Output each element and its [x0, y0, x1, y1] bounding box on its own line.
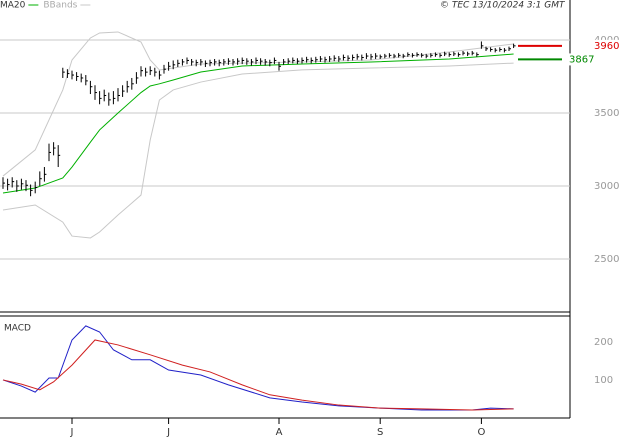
y-tick-label: 3500	[594, 108, 619, 119]
y-tick-label: 2500	[594, 254, 619, 265]
last-label: 3867	[569, 54, 594, 65]
series-line	[2, 53, 514, 194]
series-line	[2, 325, 514, 411]
series-line	[2, 339, 514, 411]
annotation: © TEC 13/10/2024 3:1 GMT	[440, 1, 566, 11]
x-tick-label: O	[477, 427, 485, 438]
series-line	[2, 62, 514, 239]
panel-title: MACD	[4, 324, 31, 334]
last-label-bg	[592, 39, 620, 52]
y-tick-label: 100	[594, 375, 613, 386]
x-tick-label: S	[377, 427, 383, 438]
last-label: 3960	[594, 41, 619, 52]
y-tick-label: 3000	[594, 181, 619, 192]
legend-label: MA20	[0, 1, 26, 11]
y-tick-label: 200	[594, 337, 613, 348]
x-tick-label: A	[276, 427, 283, 438]
series-line	[2, 31, 514, 177]
x-tick-label: J	[166, 427, 170, 438]
last-label-bg	[566, 53, 594, 66]
legend-label: BBands	[43, 1, 77, 11]
x-tick-label: J	[70, 427, 74, 438]
